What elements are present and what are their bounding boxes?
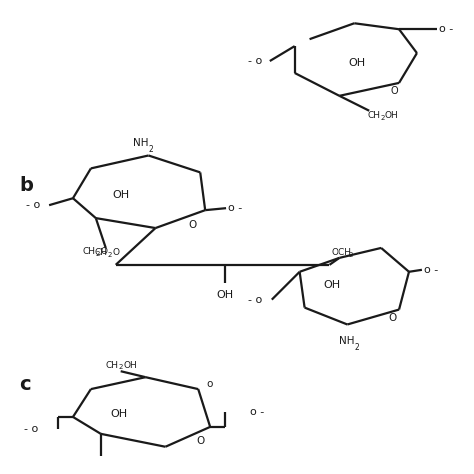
Text: 2: 2 <box>108 252 112 258</box>
Text: - o: - o <box>26 200 40 210</box>
Text: CH: CH <box>95 248 108 257</box>
Text: - o: - o <box>248 56 262 66</box>
Text: NH: NH <box>339 337 354 346</box>
Text: 2: 2 <box>96 251 100 257</box>
Text: O: O <box>188 220 196 230</box>
Text: CH: CH <box>367 111 380 120</box>
Text: O: O <box>390 86 398 96</box>
Text: OH: OH <box>112 190 129 200</box>
Text: O: O <box>388 312 396 322</box>
Text: OH: OH <box>217 290 234 300</box>
Text: OH: OH <box>323 280 340 290</box>
Text: NH: NH <box>133 137 148 147</box>
Text: CH: CH <box>83 247 96 256</box>
Text: O: O <box>113 248 120 257</box>
Text: 2: 2 <box>118 364 123 370</box>
Text: - o: - o <box>24 424 38 434</box>
Text: OCH: OCH <box>331 248 351 257</box>
Text: O: O <box>196 436 204 446</box>
Text: O: O <box>101 247 108 256</box>
Text: o: o <box>206 379 212 389</box>
Text: - o: - o <box>248 295 262 305</box>
Text: o -: o - <box>250 407 264 417</box>
Text: o -: o - <box>228 203 242 213</box>
Text: 2: 2 <box>380 115 384 121</box>
Text: OH: OH <box>349 58 366 68</box>
Text: 2: 2 <box>148 145 153 154</box>
Text: 2: 2 <box>354 343 359 352</box>
Text: 2: 2 <box>348 252 353 258</box>
Text: OH: OH <box>110 409 127 419</box>
Text: o -: o - <box>439 24 453 34</box>
Text: b: b <box>19 176 33 195</box>
Text: c: c <box>19 374 31 393</box>
Text: OH: OH <box>384 111 398 120</box>
Text: OH: OH <box>124 361 137 370</box>
Text: o -: o - <box>424 265 438 275</box>
Text: CH: CH <box>106 361 118 370</box>
